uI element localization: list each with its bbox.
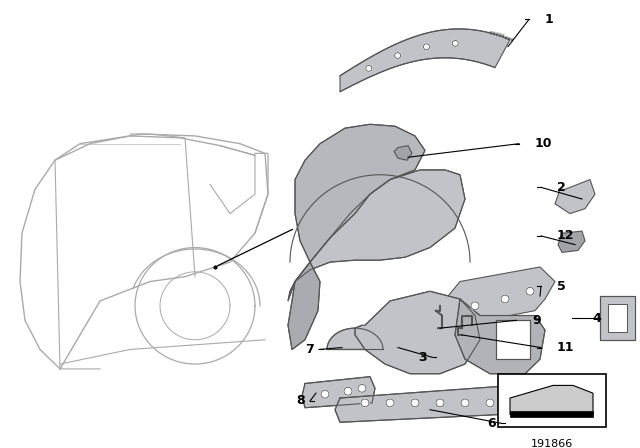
Text: 10: 10 xyxy=(535,137,552,150)
Text: 3: 3 xyxy=(418,351,427,364)
Text: 7: 7 xyxy=(305,343,314,356)
Circle shape xyxy=(361,399,369,407)
Text: 11: 11 xyxy=(557,341,575,354)
Circle shape xyxy=(344,388,352,395)
Circle shape xyxy=(395,52,401,58)
Polygon shape xyxy=(335,383,545,422)
Circle shape xyxy=(436,399,444,407)
Text: 2: 2 xyxy=(557,181,566,194)
Circle shape xyxy=(424,44,429,50)
Text: 12: 12 xyxy=(557,229,575,242)
Text: 8: 8 xyxy=(296,394,305,407)
Polygon shape xyxy=(288,262,320,349)
Polygon shape xyxy=(445,267,555,325)
Circle shape xyxy=(511,399,519,407)
Polygon shape xyxy=(558,231,585,252)
Circle shape xyxy=(461,399,469,407)
Polygon shape xyxy=(510,411,593,418)
Polygon shape xyxy=(394,146,412,160)
Text: 5: 5 xyxy=(557,280,566,293)
Polygon shape xyxy=(600,296,635,340)
Polygon shape xyxy=(510,385,593,414)
Circle shape xyxy=(366,65,372,71)
Bar xyxy=(498,374,606,427)
Text: 6: 6 xyxy=(487,417,495,430)
Polygon shape xyxy=(340,29,510,92)
Circle shape xyxy=(386,399,394,407)
Text: 4: 4 xyxy=(592,312,601,325)
Circle shape xyxy=(358,384,366,392)
Polygon shape xyxy=(302,377,375,408)
Polygon shape xyxy=(355,291,480,374)
Circle shape xyxy=(321,390,329,398)
Circle shape xyxy=(486,399,494,407)
Polygon shape xyxy=(327,328,383,349)
Circle shape xyxy=(452,40,458,46)
Text: 191866: 191866 xyxy=(531,439,573,448)
Circle shape xyxy=(526,287,534,295)
Text: 9: 9 xyxy=(532,314,541,327)
Polygon shape xyxy=(295,124,425,262)
Polygon shape xyxy=(455,299,545,374)
Polygon shape xyxy=(496,320,530,359)
Polygon shape xyxy=(608,304,627,332)
Circle shape xyxy=(501,295,509,303)
Circle shape xyxy=(411,399,419,407)
Polygon shape xyxy=(288,170,465,301)
Text: 1: 1 xyxy=(545,13,554,26)
Circle shape xyxy=(471,302,479,310)
Polygon shape xyxy=(555,180,595,214)
